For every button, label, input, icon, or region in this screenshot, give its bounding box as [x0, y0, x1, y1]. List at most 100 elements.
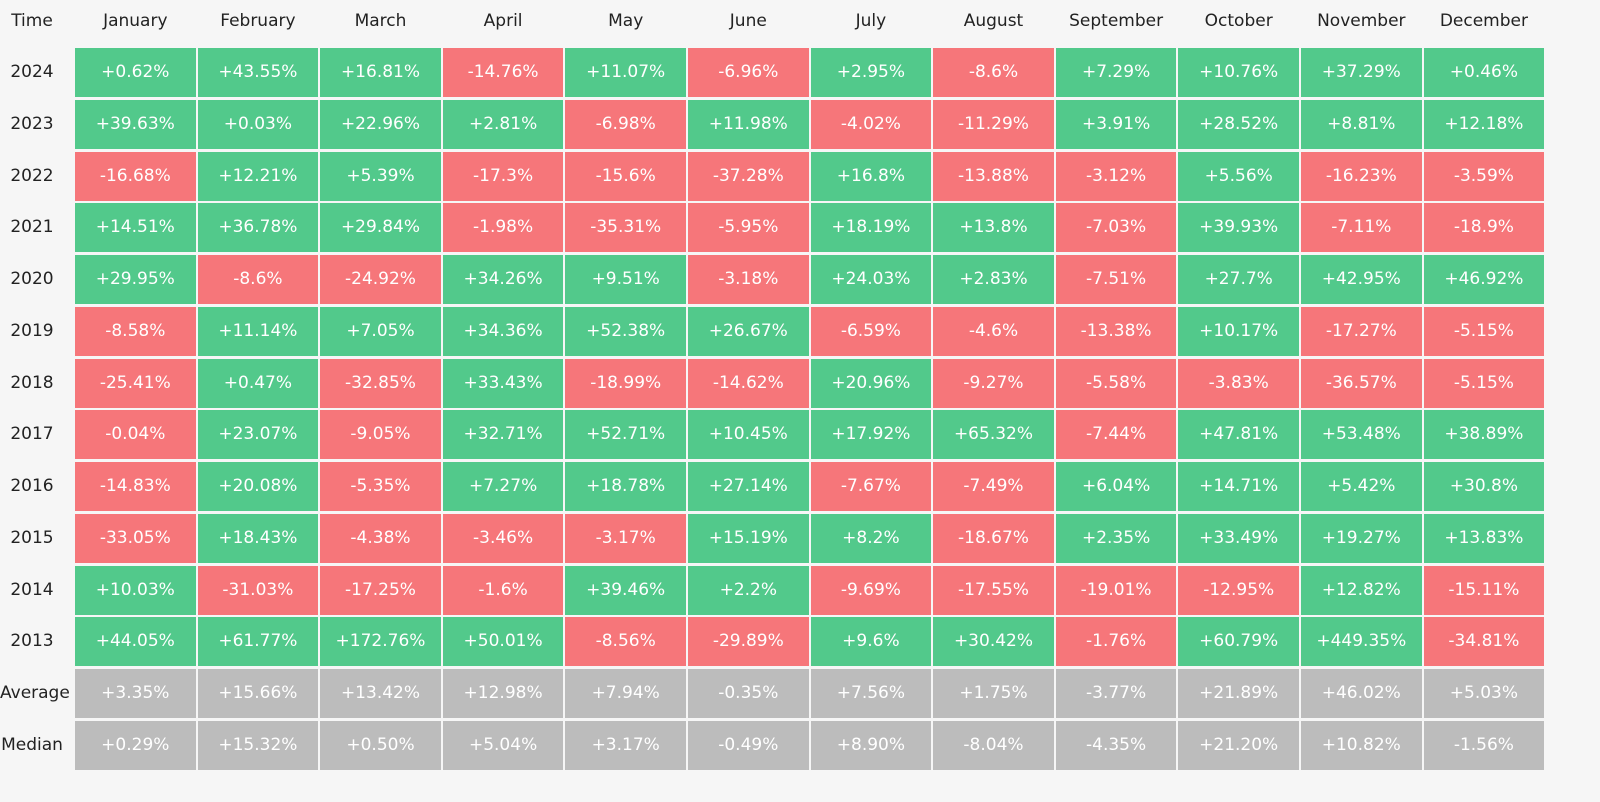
return-cell: +39.46%: [565, 565, 686, 615]
return-cell: -13.88%: [933, 151, 1054, 201]
return-cell: -8.6%: [197, 255, 319, 304]
return-cell: +26.67%: [688, 306, 809, 356]
return-cell: -4.35%: [1055, 720, 1177, 770]
return-cell: -24.92%: [320, 255, 441, 304]
return-cell: +42.95%: [1301, 255, 1422, 304]
row-label: 2021: [10, 217, 54, 238]
return-cell: +1.75%: [933, 669, 1054, 718]
row-label: Average: [0, 683, 70, 703]
row-label: 2017: [10, 424, 54, 445]
return-cell: -0.35%: [688, 669, 809, 718]
return-cell: -1.6%: [442, 565, 564, 615]
return-cell: +11.14%: [197, 306, 319, 356]
return-cell: +3.91%: [1055, 99, 1177, 149]
return-cell: +22.96%: [320, 99, 441, 149]
return-cell: +14.71%: [1178, 462, 1299, 511]
return-cell: -4.6%: [933, 306, 1054, 356]
return-cell: +39.93%: [1178, 203, 1299, 253]
return-cell: +5.04%: [442, 720, 564, 770]
return-cell: +13.83%: [1423, 513, 1545, 563]
column-header: Time: [11, 11, 53, 31]
return-cell: +13.42%: [320, 669, 441, 718]
return-cell: +0.50%: [320, 720, 441, 770]
column-header: October: [1204, 11, 1273, 31]
row-label: 2024: [10, 62, 54, 82]
return-cell: +7.27%: [442, 462, 564, 511]
return-cell: +5.42%: [1301, 462, 1422, 511]
return-cell: -4.38%: [320, 513, 441, 563]
row-label: 2019: [10, 320, 54, 341]
return-cell: +7.05%: [320, 306, 441, 356]
return-cell: -14.62%: [688, 358, 809, 408]
return-cell: +7.94%: [565, 669, 686, 718]
return-cell: -36.57%: [1301, 358, 1422, 408]
return-cell: -13.38%: [1055, 306, 1177, 356]
row-label: 2016: [10, 476, 54, 496]
row-label: 2014: [10, 579, 54, 600]
return-cell: +18.43%: [197, 513, 319, 563]
return-cell: -3.18%: [688, 255, 809, 304]
return-cell: -6.96%: [688, 48, 809, 97]
return-cell: -11.29%: [933, 99, 1054, 149]
return-cell: -7.44%: [1055, 410, 1177, 460]
return-cell: -8.6%: [933, 48, 1054, 97]
return-cell: +39.63%: [75, 99, 196, 149]
row-label: 2015: [10, 527, 54, 548]
return-cell: -7.67%: [810, 462, 932, 511]
return-cell: +29.84%: [320, 203, 441, 253]
return-cell: +2.2%: [688, 565, 809, 615]
return-cell: +14.51%: [75, 203, 196, 253]
return-cell: -29.89%: [688, 617, 809, 667]
return-cell: +19.27%: [1301, 513, 1422, 563]
return-cell: -5.15%: [1423, 358, 1545, 408]
return-cell: -14.83%: [75, 462, 196, 511]
return-cell: +33.49%: [1178, 513, 1299, 563]
return-cell: -5.58%: [1055, 358, 1177, 408]
return-cell: +10.82%: [1301, 720, 1422, 770]
return-cell: +20.96%: [810, 358, 932, 408]
column-header: March: [354, 11, 407, 31]
return-cell: +18.78%: [565, 462, 686, 511]
return-cell: -1.56%: [1423, 720, 1545, 770]
return-cell: +9.51%: [565, 255, 686, 304]
return-cell: -25.41%: [75, 358, 196, 408]
row-label: 2023: [10, 113, 54, 134]
return-cell: +52.71%: [565, 410, 686, 460]
return-cell: +29.95%: [75, 255, 196, 304]
return-cell: +46.92%: [1423, 255, 1545, 304]
return-cell: +0.47%: [197, 358, 319, 408]
return-cell: +17.92%: [810, 410, 932, 460]
column-header: August: [963, 11, 1024, 31]
row-label: 2020: [10, 269, 54, 289]
return-cell: +24.03%: [810, 255, 932, 304]
return-cell: +21.20%: [1178, 720, 1299, 770]
return-cell: +34.26%: [442, 255, 564, 304]
return-cell: -3.12%: [1055, 151, 1177, 201]
return-cell: +5.03%: [1423, 669, 1545, 718]
return-cell: +10.17%: [1178, 306, 1299, 356]
return-cell: +12.82%: [1301, 565, 1422, 615]
return-cell: +36.78%: [197, 203, 319, 253]
return-cell: +0.62%: [75, 48, 196, 97]
return-cell: -5.15%: [1423, 306, 1545, 356]
return-cell: +3.17%: [565, 720, 686, 770]
return-cell: -16.68%: [75, 151, 196, 201]
return-cell: -0.04%: [75, 410, 196, 460]
return-cell: +27.14%: [688, 462, 809, 511]
return-cell: -17.55%: [933, 565, 1054, 615]
return-cell: -6.98%: [565, 99, 686, 149]
return-cell: -1.76%: [1055, 617, 1177, 667]
return-cell: +50.01%: [442, 617, 564, 667]
return-cell: +9.6%: [810, 617, 932, 667]
return-cell: +43.55%: [197, 48, 319, 97]
return-cell: -5.95%: [688, 203, 809, 253]
return-cell: +2.83%: [933, 255, 1054, 304]
return-cell: +10.03%: [75, 565, 196, 615]
return-cell: -37.28%: [688, 151, 809, 201]
column-header: July: [855, 11, 887, 31]
column-header: June: [729, 11, 767, 31]
return-cell: -17.3%: [442, 151, 564, 201]
return-cell: -3.77%: [1055, 669, 1177, 718]
